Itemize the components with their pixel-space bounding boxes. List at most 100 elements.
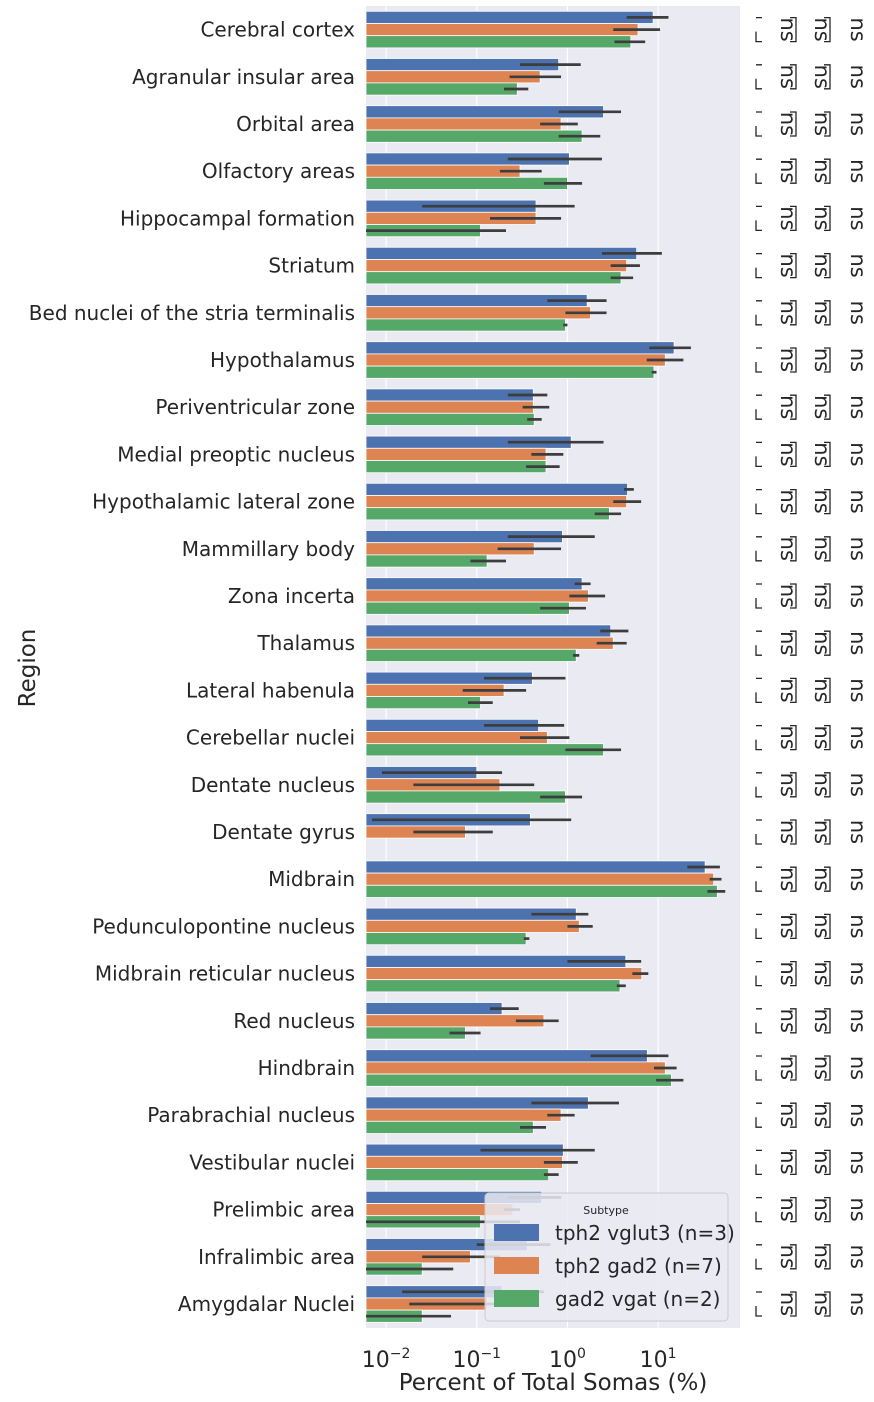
sig-bracket: [790, 16, 797, 43]
sig-label: ns: [846, 678, 870, 702]
y-tick-label: Parabrachial nucleus: [147, 1103, 355, 1127]
bar: [365, 117, 562, 131]
bar: [365, 495, 628, 509]
y-tick-label: Olfactory areas: [202, 159, 355, 183]
sig-label: ns: [846, 65, 870, 89]
sig-bracket: [755, 1102, 762, 1128]
sig-bracket: [824, 583, 831, 609]
bar: [365, 365, 655, 379]
bar: [365, 271, 622, 285]
sig-bracket: [824, 158, 831, 184]
sig-bracket: [755, 252, 762, 279]
x-tick-label: 101: [640, 1346, 677, 1373]
y-tick-label: Agranular insular area: [132, 65, 355, 89]
bar: [365, 554, 488, 568]
sig-bracket: [824, 772, 831, 798]
sig-bracket: [755, 630, 762, 656]
y-tick-label: Amygdalar Nuclei: [178, 1292, 355, 1316]
bar: [365, 176, 568, 190]
sig-bracket: [790, 64, 797, 90]
y-tick-label: Midbrain: [268, 867, 355, 891]
sig-bracket: [824, 1291, 831, 1317]
bar: [365, 790, 566, 804]
sig-bracket: [790, 111, 797, 137]
bar: [365, 967, 643, 981]
legend-label-vgat: gad2 vgat (n=2): [555, 1287, 720, 1311]
y-tick-label: Striatum: [268, 254, 355, 278]
sig-bracket: [755, 1149, 762, 1176]
sig-bracket: [790, 866, 797, 892]
sig-bracket: [824, 16, 831, 43]
sig-label: ns: [846, 584, 870, 608]
bar: [365, 919, 580, 933]
sig-bracket: [824, 677, 831, 704]
sig-label: ns: [846, 867, 870, 891]
sig-label: ns: [846, 253, 870, 277]
x-tick-label: 10−2: [362, 1346, 411, 1373]
bar: [365, 10, 654, 24]
sig-bracket: [755, 960, 762, 987]
bar: [365, 872, 715, 886]
bar: [365, 1002, 503, 1016]
sig-label: ns: [846, 442, 870, 466]
sig-bracket: [790, 300, 797, 326]
sig-bracket: [790, 1149, 797, 1176]
y-tick-label: Mammillary body: [182, 537, 355, 561]
sig-bracket: [824, 300, 831, 326]
sig-bracket: [790, 630, 797, 656]
sig-bracket: [790, 913, 797, 940]
bar: [365, 696, 481, 710]
bar: [365, 589, 589, 603]
sig-label: ns: [846, 1292, 870, 1316]
bar: [365, 636, 614, 650]
sig-bracket: [824, 1055, 831, 1081]
y-tick-label: Pedunculopontine nucleus: [92, 914, 355, 938]
bar: [365, 246, 638, 260]
sig-bracket: [790, 819, 797, 845]
sig-bracket: [790, 724, 797, 751]
bar: [365, 164, 521, 178]
bar: [365, 1155, 563, 1169]
sig-bracket: [824, 111, 831, 137]
sig-bracket: [755, 111, 762, 137]
legend-label-vglut3: tph2 vglut3 (n=3): [555, 1221, 735, 1245]
legend-box: [484, 1192, 729, 1322]
sig-label: ns: [846, 961, 870, 985]
sig-bracket: [824, 1149, 831, 1176]
bar: [365, 1168, 550, 1182]
sig-bracket: [755, 819, 762, 845]
sig-bracket: [755, 913, 762, 940]
sig-bracket: [824, 536, 831, 562]
sig-bracket: [824, 347, 831, 373]
sig-bracket: [790, 441, 797, 468]
bar: [365, 648, 577, 662]
sig-label: ns: [846, 348, 870, 372]
sig-bracket: [790, 205, 797, 232]
sig-bracket: [790, 488, 797, 515]
sig-bracket: [755, 1008, 762, 1034]
y-tick-label: Red nucleus: [233, 1009, 355, 1033]
y-tick-label: Periventricular zone: [155, 395, 355, 419]
y-tick-label: Dentate nucleus: [191, 773, 355, 797]
bar: [365, 860, 706, 874]
bar: [365, 884, 718, 898]
x-tick-labels: 10−2 10−1 100 101: [362, 1346, 677, 1373]
legend-swatch-gad2: [494, 1257, 539, 1274]
y-tick-label: Cerebellar nuclei: [186, 726, 355, 750]
y-tick-label: Lateral habenula: [186, 678, 355, 702]
sig-bracket: [755, 488, 762, 515]
sig-bracket: [755, 300, 762, 326]
sig-label: ns: [846, 1103, 870, 1127]
sig-bracket: [824, 252, 831, 279]
sig-bracket: [755, 64, 762, 90]
bar: [365, 1061, 666, 1075]
sig-label: ns: [846, 631, 870, 655]
bar: [365, 979, 621, 993]
sig-bracket: [824, 1244, 831, 1270]
sig-bracket: [790, 252, 797, 279]
sig-bracket: [824, 64, 831, 90]
sig-bracket: [790, 1055, 797, 1081]
sig-bracket: [824, 488, 831, 515]
sig-bracket: [790, 583, 797, 609]
bar: [365, 341, 675, 355]
